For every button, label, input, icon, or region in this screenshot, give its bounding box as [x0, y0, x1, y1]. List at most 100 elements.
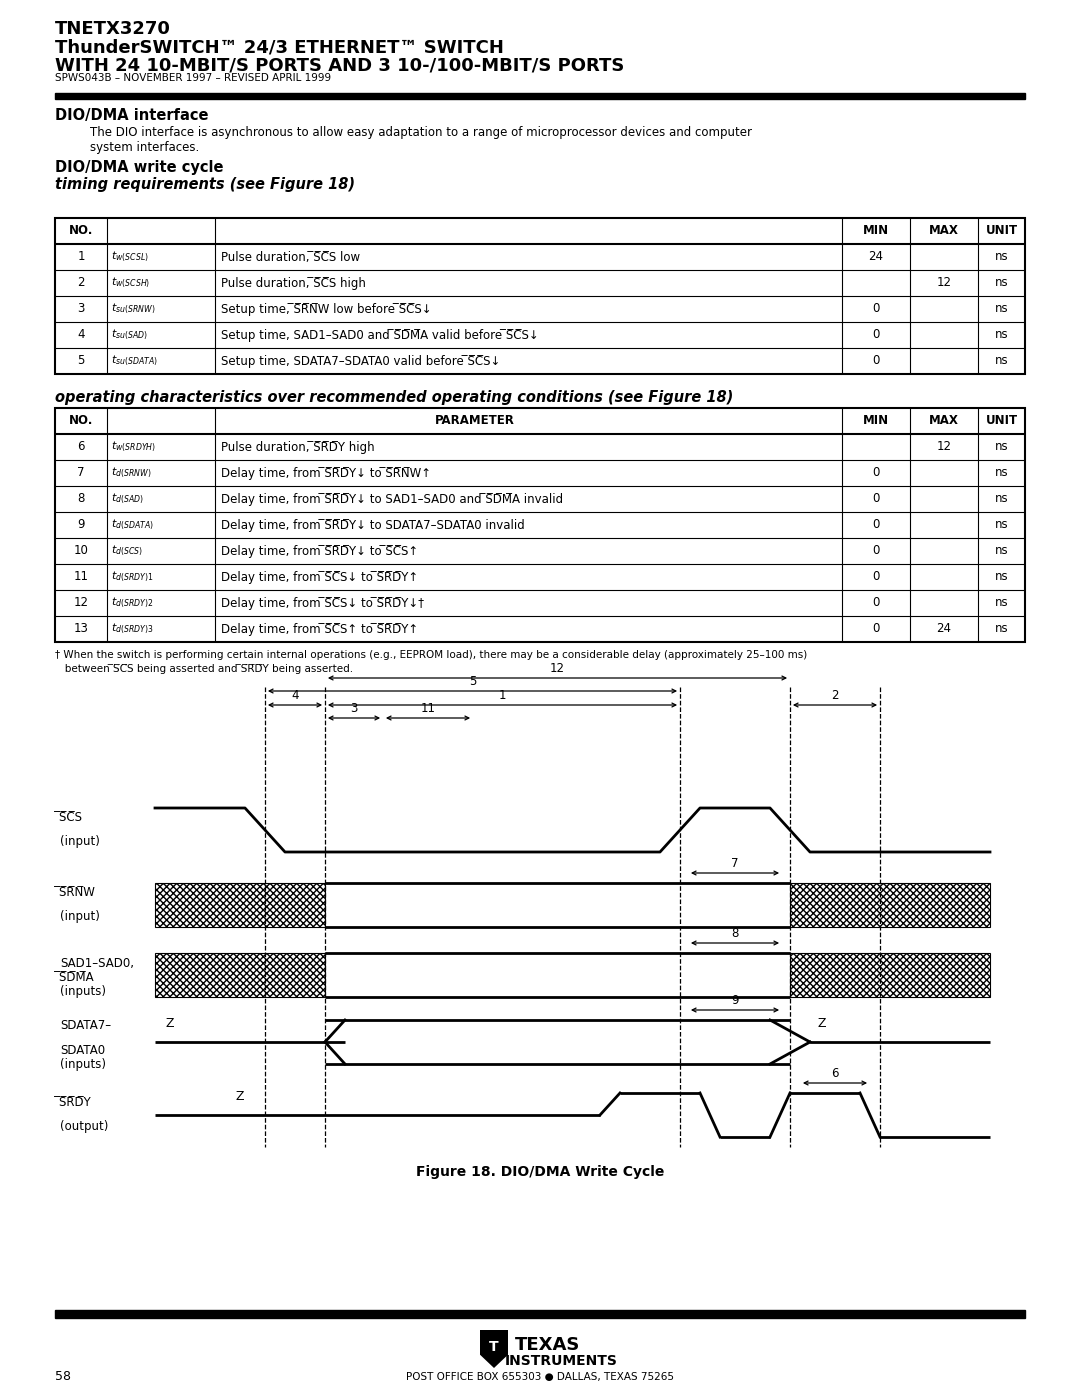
Text: MIN: MIN	[863, 415, 889, 427]
Text: $t_{su(SAD)}$: $t_{su(SAD)}$	[111, 328, 148, 342]
Text: 0: 0	[873, 545, 880, 557]
Text: TNETX3270: TNETX3270	[55, 20, 171, 38]
Text: Setup time, SDATA7–SDATA0 valid before ̅S̅C̅S↓: Setup time, SDATA7–SDATA0 valid before ̅…	[221, 355, 500, 367]
Bar	[789, 953, 990, 997]
Text: † When the switch is performing certain internal operations (e.g., EEPROM load),: † When the switch is performing certain …	[55, 650, 807, 659]
Text: Delay time, from ̅S̅C̅S↓ to ̅S̅R̅D̅Y↓†: Delay time, from ̅S̅C̅S↓ to ̅S̅R̅D̅Y↓†	[221, 597, 424, 609]
Text: Z: Z	[235, 1090, 243, 1104]
Text: 0: 0	[873, 570, 880, 584]
Text: 1: 1	[499, 689, 507, 703]
Bar	[55, 408, 1025, 643]
Text: 2: 2	[832, 689, 839, 703]
Text: 2: 2	[78, 277, 84, 289]
Text: ns: ns	[995, 250, 1009, 264]
Text: Delay time, from ̅S̅R̅D̅Y↓ to SDATA7–SDATA0 invalid: Delay time, from ̅S̅R̅D̅Y↓ to SDATA7–SDA…	[221, 518, 525, 531]
Text: WITH 24 10-MBIT/S PORTS AND 3 10-/100-MBIT/S PORTS: WITH 24 10-MBIT/S PORTS AND 3 10-/100-MB…	[55, 56, 624, 74]
Text: TEXAS: TEXAS	[515, 1336, 580, 1354]
Text: Pulse duration, ̅S̅C̅S high: Pulse duration, ̅S̅C̅S high	[221, 277, 366, 289]
Text: $t_{d(SRNW)}$: $t_{d(SRNW)}$	[111, 465, 151, 481]
Text: Z: Z	[165, 1017, 174, 1030]
Text: 0: 0	[873, 303, 880, 316]
Text: 12: 12	[936, 277, 951, 289]
Text: 8: 8	[731, 928, 739, 940]
Text: POST OFFICE BOX 655303 ● DALLAS, TEXAS 75265: POST OFFICE BOX 655303 ● DALLAS, TEXAS 7…	[406, 1372, 674, 1382]
Text: Delay time, from ̅S̅R̅D̅Y↓ to ̅S̅C̅S↑: Delay time, from ̅S̅R̅D̅Y↓ to ̅S̅C̅S↑	[221, 545, 418, 557]
Text: 0: 0	[873, 328, 880, 341]
Text: ns: ns	[995, 597, 1009, 609]
Text: (inputs): (inputs)	[60, 1058, 106, 1071]
Text: 12: 12	[73, 597, 89, 609]
Text: ns: ns	[995, 467, 1009, 479]
Text: ns: ns	[995, 303, 1009, 316]
Text: 0: 0	[873, 518, 880, 531]
Text: operating characteristics over recommended operating conditions (see Figure 18): operating characteristics over recommend…	[55, 390, 733, 405]
Text: ns: ns	[995, 623, 1009, 636]
Text: PARAMETER: PARAMETER	[434, 415, 514, 427]
Text: 11: 11	[420, 703, 435, 715]
Text: $t_{w(SRDYH)}$: $t_{w(SRDYH)}$	[111, 440, 157, 454]
Text: ns: ns	[995, 545, 1009, 557]
Text: ns: ns	[995, 570, 1009, 584]
Text: (inputs): (inputs)	[60, 985, 106, 997]
Text: 3: 3	[350, 703, 357, 715]
Text: ns: ns	[995, 518, 1009, 531]
Text: UNIT: UNIT	[985, 225, 1017, 237]
Text: 12: 12	[550, 662, 565, 675]
Text: 0: 0	[873, 623, 880, 636]
Text: 9: 9	[731, 995, 739, 1007]
Text: SPWS043B – NOVEMBER 1997 – REVISED APRIL 1999: SPWS043B – NOVEMBER 1997 – REVISED APRIL…	[55, 73, 332, 82]
Text: UNIT: UNIT	[985, 415, 1017, 427]
Text: (input): (input)	[60, 909, 99, 923]
Text: 0: 0	[873, 467, 880, 479]
Text: 11: 11	[73, 570, 89, 584]
Text: Delay time, from ̅S̅C̅S↑ to ̅S̅R̅D̅Y↑: Delay time, from ̅S̅C̅S↑ to ̅S̅R̅D̅Y↑	[221, 623, 418, 636]
Text: $t_{w(SCSL)}$: $t_{w(SCSL)}$	[111, 250, 149, 264]
Text: 5: 5	[78, 355, 84, 367]
Text: 7: 7	[78, 467, 84, 479]
Text: Delay time, from ̅S̅R̅D̅Y↓ to SAD1–SAD0 and ̅S̅D̅M̅A invalid: Delay time, from ̅S̅R̅D̅Y↓ to SAD1–SAD0 …	[221, 493, 563, 506]
Text: 24: 24	[936, 623, 951, 636]
Text: SAD1–SAD0,: SAD1–SAD0,	[60, 957, 134, 970]
Text: $t_{d(SRDY)1}$: $t_{d(SRDY)1}$	[111, 570, 153, 584]
Text: ̅S̅R̅N̅W: ̅S̅R̅N̅W	[60, 886, 96, 900]
Text: 4: 4	[292, 689, 299, 703]
Text: 0: 0	[873, 355, 880, 367]
Text: Figure 18. DIO/DMA Write Cycle: Figure 18. DIO/DMA Write Cycle	[416, 1165, 664, 1179]
Text: NO.: NO.	[69, 225, 93, 237]
Text: 3: 3	[78, 303, 84, 316]
Text: $t_{d(SRDY)2}$: $t_{d(SRDY)2}$	[111, 595, 153, 610]
Text: INSTRUMENTS: INSTRUMENTS	[505, 1354, 618, 1368]
Text: Delay time, from ̅S̅R̅D̅Y↓ to ̅S̅R̅N̅W↑: Delay time, from ̅S̅R̅D̅Y↓ to ̅S̅R̅N̅W↑	[221, 467, 431, 479]
Bar	[156, 883, 325, 928]
Text: Setup time, SAD1–SAD0 and ̅S̅D̅M̅A valid before ̅S̅C̅S↓: Setup time, SAD1–SAD0 and ̅S̅D̅M̅A valid…	[221, 328, 539, 341]
Text: 7: 7	[731, 856, 739, 870]
Text: ns: ns	[995, 440, 1009, 454]
Text: $t_{w(SCSH)}$: $t_{w(SCSH)}$	[111, 275, 150, 291]
Text: 6: 6	[78, 440, 84, 454]
Bar	[55, 218, 1025, 374]
Text: 24: 24	[868, 250, 883, 264]
Bar	[156, 953, 325, 997]
Text: 10: 10	[73, 545, 89, 557]
Text: 9: 9	[78, 518, 84, 531]
Text: 12: 12	[936, 440, 951, 454]
Text: between ̅S̅C̅S being asserted and ̅S̅R̅D̅Y being asserted.: between ̅S̅C̅S being asserted and ̅S̅R̅D…	[55, 664, 353, 673]
Text: $t_{d(SAD)}$: $t_{d(SAD)}$	[111, 492, 144, 506]
Text: The DIO interface is asynchronous to allow easy adaptation to a range of micropr: The DIO interface is asynchronous to all…	[90, 126, 752, 138]
PathPatch shape	[480, 1330, 508, 1368]
Text: ns: ns	[995, 277, 1009, 289]
Text: Pulse duration, ̅S̅C̅S low: Pulse duration, ̅S̅C̅S low	[221, 250, 360, 264]
Text: 8: 8	[78, 493, 84, 506]
Bar	[55, 94, 1025, 99]
Text: 0: 0	[873, 493, 880, 506]
Text: ThunderSWITCH™ 24/3 ETHERNET™ SWITCH: ThunderSWITCH™ 24/3 ETHERNET™ SWITCH	[55, 38, 504, 56]
Text: $t_{d(SCS)}$: $t_{d(SCS)}$	[111, 543, 143, 559]
Text: ns: ns	[995, 493, 1009, 506]
Text: $t_{d(SDATA)}$: $t_{d(SDATA)}$	[111, 518, 154, 532]
Text: ̅S̅R̅D̅Y: ̅S̅R̅D̅Y	[60, 1097, 92, 1109]
Text: 58: 58	[55, 1370, 71, 1383]
Text: (input): (input)	[60, 835, 99, 848]
Text: Setup time, ̅S̅R̅N̅W low before ̅S̅C̅S↓: Setup time, ̅S̅R̅N̅W low before ̅S̅C̅S↓	[221, 303, 432, 316]
Text: $t_{su(SDATA)}$: $t_{su(SDATA)}$	[111, 353, 158, 369]
Bar	[789, 883, 990, 928]
